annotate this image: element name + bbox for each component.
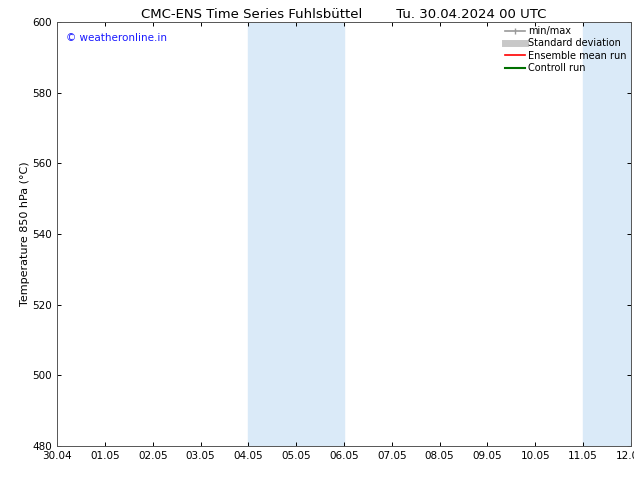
Bar [583, 22, 634, 446]
Bar [249, 22, 344, 446]
Y-axis label: Temperature 850 hPa (°C): Temperature 850 hPa (°C) [20, 162, 30, 306]
Title: CMC-ENS Time Series Fuhlsbüttel        Tu. 30.04.2024 00 UTC: CMC-ENS Time Series Fuhlsbüttel Tu. 30.0… [141, 8, 547, 21]
Text: © weatheronline.in: © weatheronline.in [66, 33, 167, 43]
Legend: min/max, Standard deviation, Ensemble mean run, Controll run: min/max, Standard deviation, Ensemble me… [503, 24, 629, 75]
